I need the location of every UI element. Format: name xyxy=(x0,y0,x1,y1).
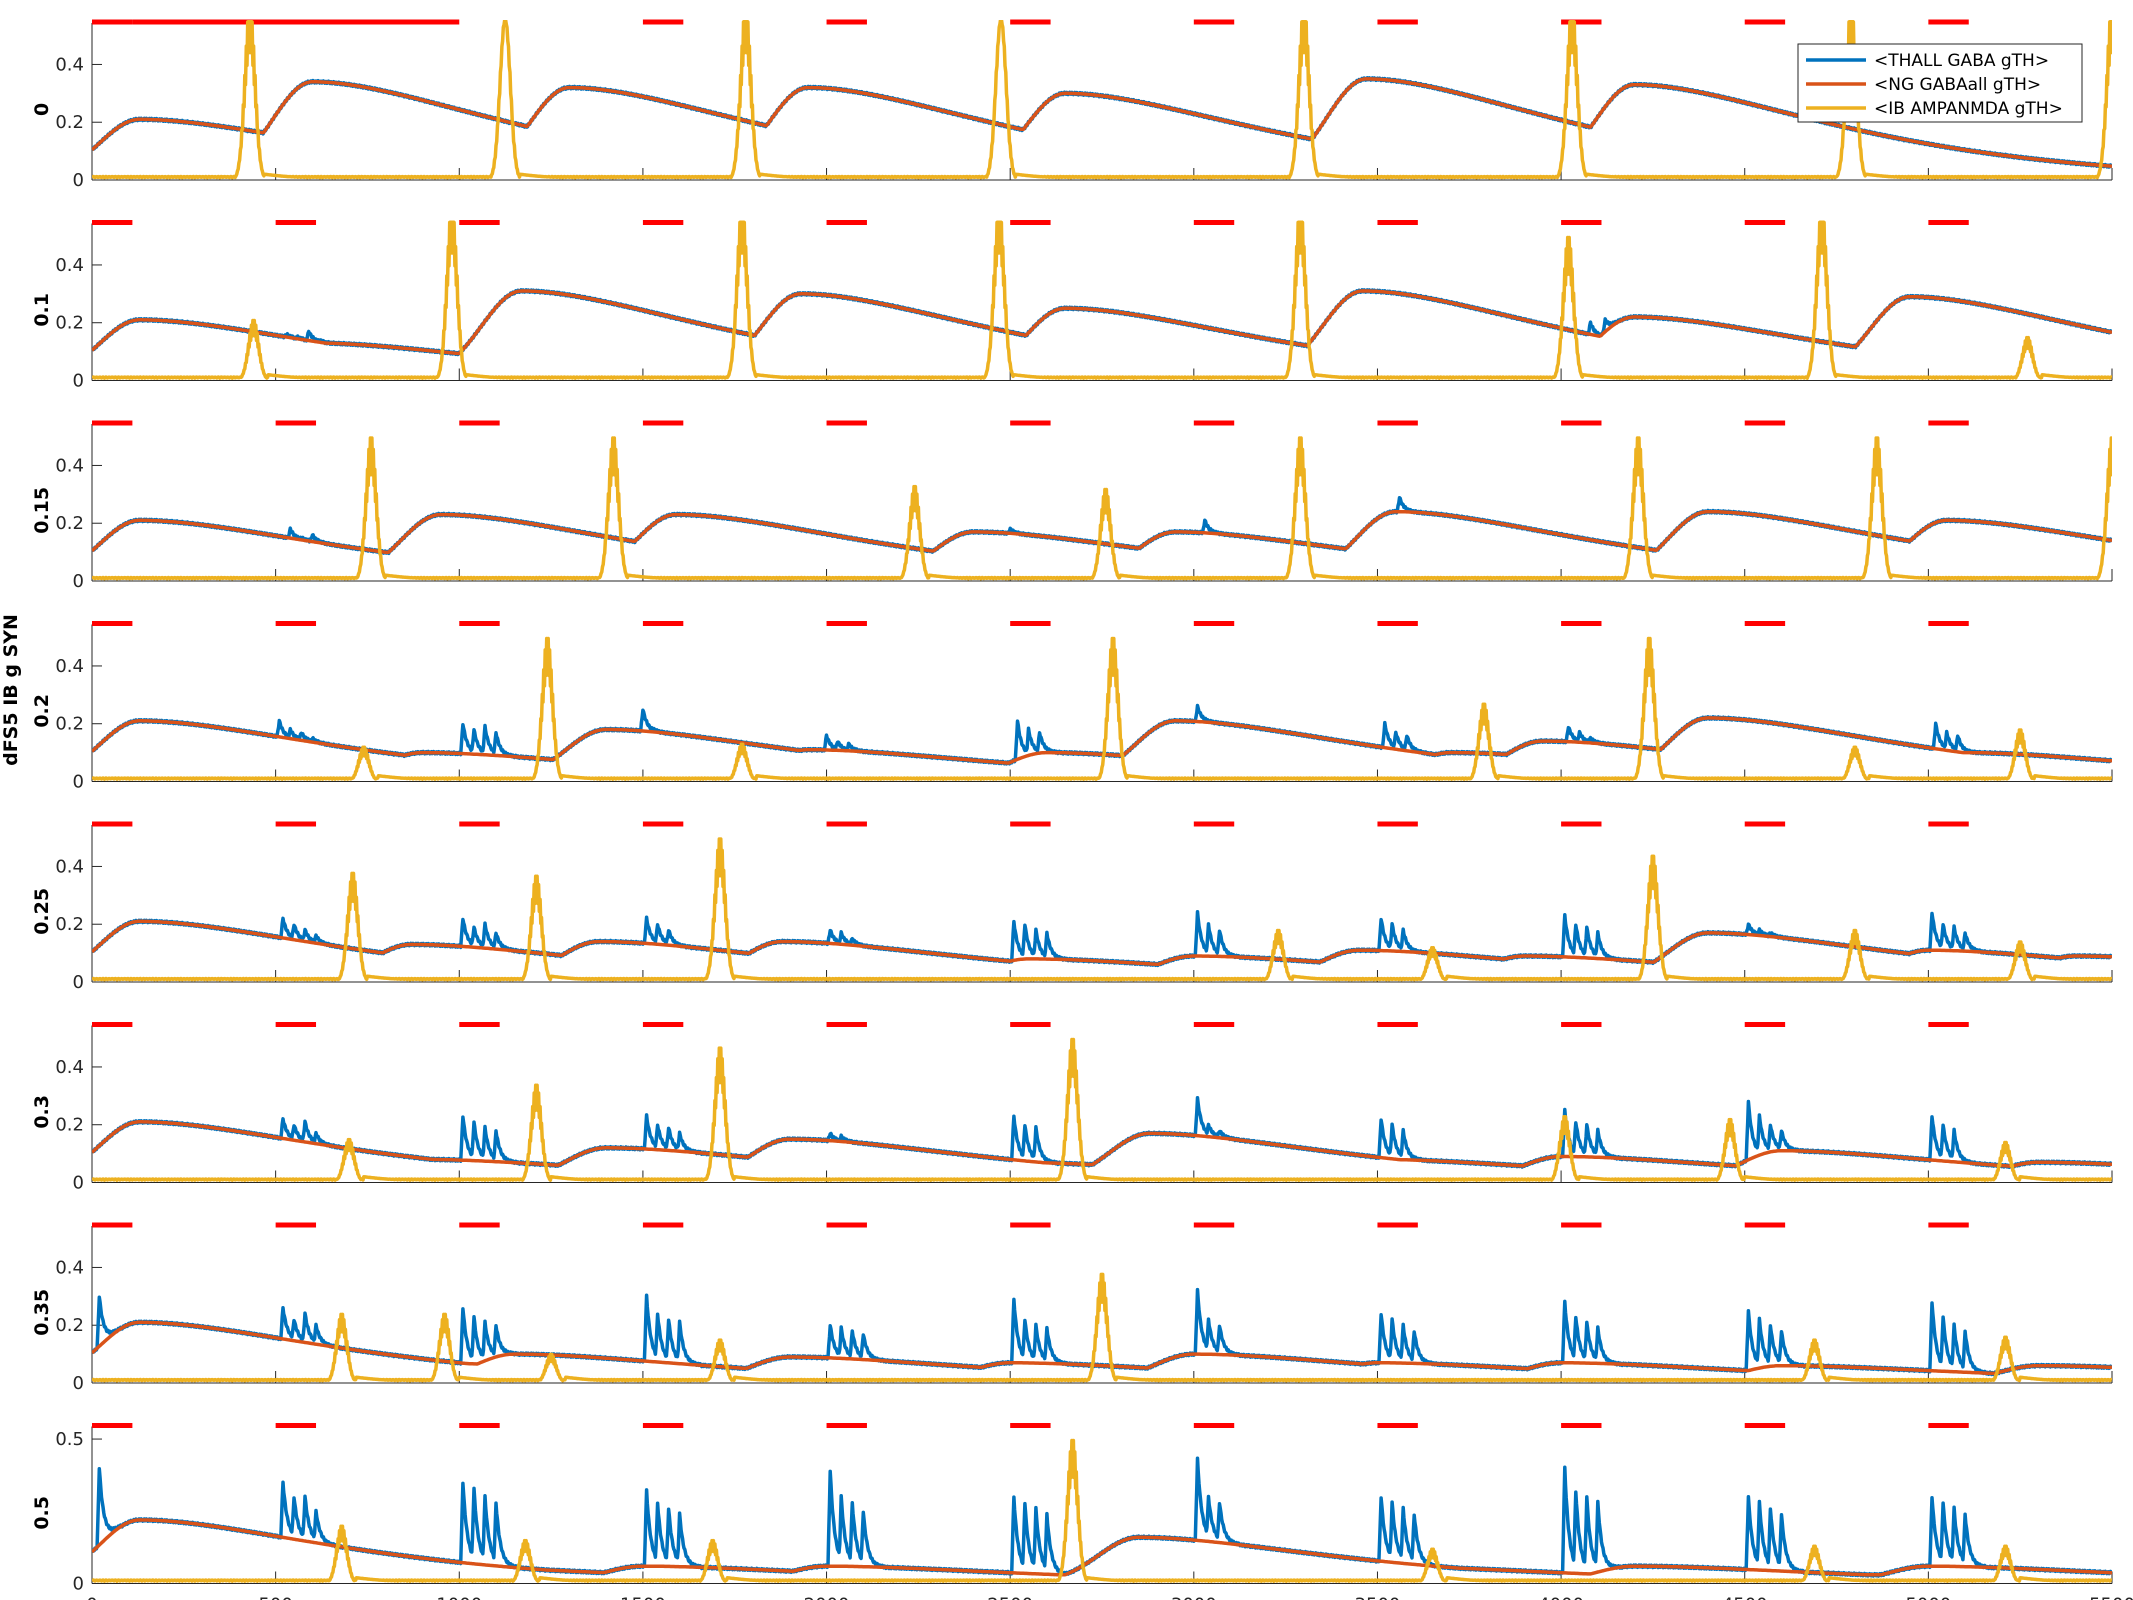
y-tick-label: 0.2 xyxy=(55,1315,84,1336)
x-tick-label: 2000 xyxy=(804,1595,850,1600)
y-tick-label: 0.2 xyxy=(55,112,84,133)
y-tick-label: 0 xyxy=(73,1373,84,1394)
panel-ylabel: 0.1 xyxy=(31,293,53,327)
y-tick-label: 0.4 xyxy=(55,255,84,276)
series-thall-line xyxy=(92,909,2112,968)
panel-6: 0 0.2 0.40.35 xyxy=(31,1222,2113,1394)
series-ib-line xyxy=(92,436,2112,581)
series-ng-line xyxy=(92,509,2112,555)
series-ng-line xyxy=(92,1320,2112,1376)
y-tick-label: 0 xyxy=(73,571,84,592)
panel-3: 00.20.40.2 xyxy=(31,621,2113,793)
series-group xyxy=(92,636,2112,781)
series-ng-line xyxy=(92,77,2112,168)
series-ib-line xyxy=(92,837,2112,982)
panel-2: 0 0.2 0.40.15 xyxy=(31,420,2113,592)
series-group xyxy=(92,20,2112,180)
series-ng-line xyxy=(92,1518,2112,1577)
series-ib-line xyxy=(92,220,2112,380)
y-tick-label: 0.4 xyxy=(55,1257,84,1278)
series-ng-line xyxy=(92,289,2112,356)
series-group xyxy=(92,1438,2112,1583)
panel-7: 0 0.5 0.5 xyxy=(31,1423,2113,1595)
series-ng-line xyxy=(92,716,2112,765)
x-tick-label: 0 xyxy=(86,1595,97,1600)
panel-ylabel: 0.2 xyxy=(31,694,53,728)
series-ib-line xyxy=(92,20,2112,180)
y-tick-label: 0 xyxy=(73,170,84,191)
y-tick-label: 0.2 xyxy=(55,513,84,534)
panel-0: 00.20.40 xyxy=(31,19,2113,191)
panel-ylabel: 0.3 xyxy=(31,1095,53,1129)
shared-y-axis-label: dFS5 IB g SYN xyxy=(0,614,22,766)
y-tick-label: 0.2 xyxy=(55,313,84,334)
y-tick-label: 0.4 xyxy=(55,856,84,877)
x-tick-label: 5000 xyxy=(1905,1595,1951,1600)
series-group xyxy=(92,220,2112,380)
y-tick-label: 0 xyxy=(73,772,84,793)
y-tick-label: 0 xyxy=(73,1173,84,1194)
y-tick-label: 0 xyxy=(73,1574,84,1595)
y-tick-label: 0.2 xyxy=(55,714,84,735)
y-tick-label: 0.4 xyxy=(55,455,84,476)
x-tick-label: 3000 xyxy=(1171,1595,1217,1600)
legend-entry-ib: <IB AMPANMDA gTH> xyxy=(1874,99,2063,119)
series-ib-line xyxy=(92,1037,2112,1182)
series-thall-line xyxy=(92,288,2112,357)
panel-ylabel: 0.15 xyxy=(31,487,53,534)
legend-entry-thall: <THALL GABA gTH> xyxy=(1874,51,2049,71)
panel-ylabel: 0 xyxy=(31,103,53,116)
series-ib-line xyxy=(92,1438,2112,1583)
series-ng-line xyxy=(92,1120,2112,1168)
panel-ylabel: 0.5 xyxy=(31,1496,53,1530)
panel-5: 0 0.2 0.40.3 xyxy=(31,1022,2113,1194)
y-tick-label: 0 xyxy=(73,371,84,392)
panel-ylabel: 0.25 xyxy=(31,888,53,935)
y-tick-label: 0.4 xyxy=(55,656,84,677)
y-tick-label: 0.5 xyxy=(55,1429,84,1450)
panel-4: 0 0.2 0.40.25 xyxy=(31,821,2113,993)
series-group xyxy=(92,436,2112,581)
legend-entry-ng: <NG GABAall gTH> xyxy=(1874,75,2041,95)
y-tick-label: 0.4 xyxy=(55,1057,84,1078)
series-ng-line xyxy=(92,919,2112,967)
x-tick-label: 1000 xyxy=(436,1595,482,1600)
panels-group: 00.20.4000.20.40.100.20.40.1500.20.40.20… xyxy=(31,19,2113,1595)
series-group xyxy=(92,837,2112,982)
series-group xyxy=(92,1272,2112,1383)
y-tick-label: 0 xyxy=(73,972,84,993)
series-group xyxy=(92,1037,2112,1182)
x-tick-label: 5500 xyxy=(2089,1595,2133,1600)
y-tick-label: 0.2 xyxy=(55,914,84,935)
y-tick-label: 0.4 xyxy=(55,54,84,75)
legend: <THALL GABA gTH> <NG GABAall gTH> <IB AM… xyxy=(1797,43,2083,123)
y-tick-label: 0.2 xyxy=(55,1115,84,1136)
series-ib-line xyxy=(92,636,2112,781)
series-ib-line xyxy=(92,1272,2112,1383)
panel-1: 0 0.2 0.40.1 xyxy=(31,220,2113,392)
x-tick-label: 4500 xyxy=(1722,1595,1768,1600)
x-tick-label: 500 xyxy=(258,1595,292,1600)
panel-ylabel: 0.35 xyxy=(31,1289,53,1336)
